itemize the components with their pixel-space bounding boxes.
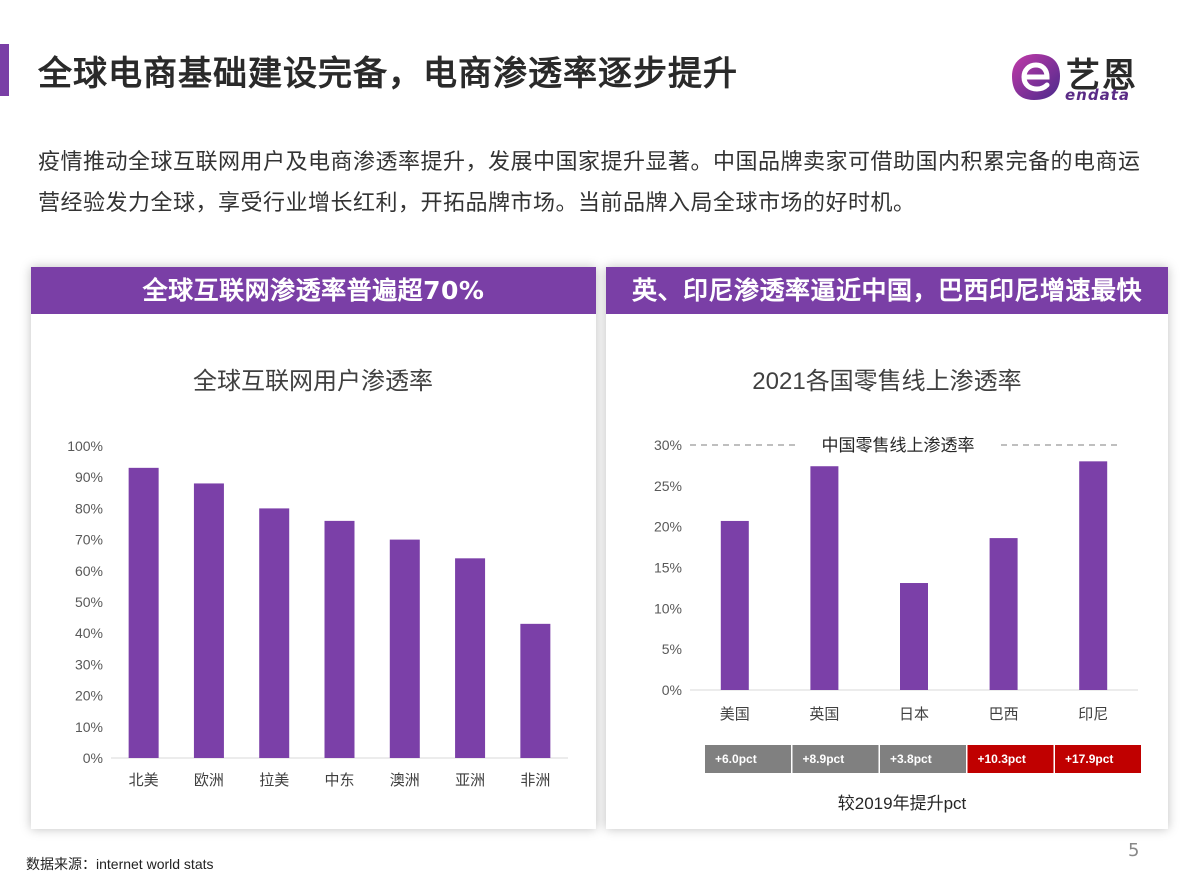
bar-2	[193, 483, 224, 758]
reference-line-label: 中国零售线上渗透率	[822, 436, 975, 455]
pct-increase-box	[880, 745, 966, 773]
pct-increase-caption: 较2019年提升pct	[838, 794, 967, 813]
y-tick-label: 90%	[75, 469, 103, 485]
x-tick-label: 非洲	[520, 772, 550, 789]
endata-logo-icon	[1012, 54, 1060, 100]
y-tick-label: 60%	[75, 563, 103, 579]
pct-increase-box	[967, 745, 1054, 773]
x-tick-label: 欧洲	[194, 772, 224, 789]
right-panel-header: 英、印尼渗透率逼近中国，巴西印尼增速最快	[606, 267, 1168, 314]
x-tick-label: 北美	[129, 772, 159, 789]
page-title: 全球电商基础建设完备，电商渗透率逐步提升	[38, 54, 738, 94]
left-chart-panel: 全球互联网渗透率普遍超70% 全球互联网用户渗透率 0% 10% 20% 30% 40% 5…	[31, 267, 596, 829]
pct-increase-box	[1055, 745, 1141, 773]
data-source-note: 数据来源：internet world stats	[26, 856, 214, 872]
right-chart-panel: 英、印尼渗透率逼近中国，巴西印尼增速最快 2021各国零售线上渗透率 0% 5% 10…	[606, 267, 1168, 829]
x-tick-label: 巴西	[989, 706, 1019, 723]
bar-5	[389, 539, 420, 758]
x-tick-label: 中东	[324, 772, 354, 789]
y-tick-label: 10%	[654, 600, 682, 616]
bar-4	[324, 520, 355, 758]
pct-increase-box	[792, 745, 879, 773]
pct-increase-label: +8.9pct	[803, 752, 845, 766]
pct-increase-label: +6.0pct	[715, 752, 757, 766]
endata-logo: 艺恩 endata	[1008, 50, 1148, 106]
y-tick-label: 20%	[75, 688, 103, 704]
pct-increase-box	[705, 745, 791, 773]
chart-title: 2021各国零售线上渗透率	[752, 368, 1021, 395]
pct-increase-label: +3.8pct	[890, 752, 932, 766]
y-tick-label: 70%	[75, 532, 103, 548]
bar-7	[520, 623, 551, 758]
pct-increase-label: +17.9pct	[1065, 752, 1113, 766]
title-accent-bar	[0, 44, 9, 96]
bar-4	[989, 538, 1018, 690]
chart-title: 全球互联网用户渗透率	[193, 368, 433, 395]
x-tick-label: 英国	[809, 705, 839, 723]
pct-increase-label: +10.3pct	[978, 752, 1026, 766]
x-tick-label: 日本	[899, 706, 929, 723]
logo-en-text: endata	[1065, 86, 1131, 104]
y-tick-label: 40%	[75, 625, 103, 641]
y-tick-label: 30%	[654, 437, 682, 453]
y-tick-label: 0%	[662, 682, 682, 698]
internet-penetration-chart: 全球互联网用户渗透率 0% 10% 20% 30% 40% 50% 60% 70% 80% 90% 1…	[67, 368, 568, 789]
y-tick-label: 10%	[75, 719, 103, 735]
y-tick-label: 80%	[75, 500, 103, 516]
x-tick-label: 亚洲	[455, 772, 485, 789]
y-tick-label: 5%	[662, 641, 682, 657]
y-tick-label: 15%	[654, 560, 682, 576]
y-tick-label: 100%	[67, 438, 103, 454]
retail-online-penetration-chart: 2021各国零售线上渗透率 0% 5% 10% 15% 20% 25% 30% 中国零售线上渗透…	[654, 368, 1141, 813]
logo-cn-text: 艺恩	[1066, 56, 1138, 96]
left-panel-header: 全球互联网渗透率普遍超70%	[31, 267, 596, 314]
bar-3	[259, 508, 290, 758]
x-tick-label: 拉美	[259, 772, 289, 789]
bar-3	[900, 583, 928, 690]
bar-5	[1079, 461, 1108, 690]
y-tick-label: 0%	[83, 750, 103, 766]
y-tick-label: 30%	[75, 656, 103, 672]
y-tick-label: 50%	[75, 594, 103, 610]
y-tick-label: 20%	[654, 519, 682, 535]
x-tick-label: 印尼	[1078, 706, 1108, 723]
x-tick-label: 澳洲	[390, 772, 420, 789]
page-number: 5	[1128, 840, 1140, 861]
x-tick-label: 美国	[720, 706, 750, 723]
bar-6	[455, 558, 486, 758]
bar-1	[128, 467, 159, 758]
y-tick-label: 25%	[654, 478, 682, 494]
bar-1	[720, 520, 749, 690]
intro-paragraph: 疫情推动全球互联网用户及电商渗透率提升，发展中国家提升显著。中国品牌卖家可借助国…	[38, 150, 1141, 216]
bar-2	[810, 466, 839, 690]
